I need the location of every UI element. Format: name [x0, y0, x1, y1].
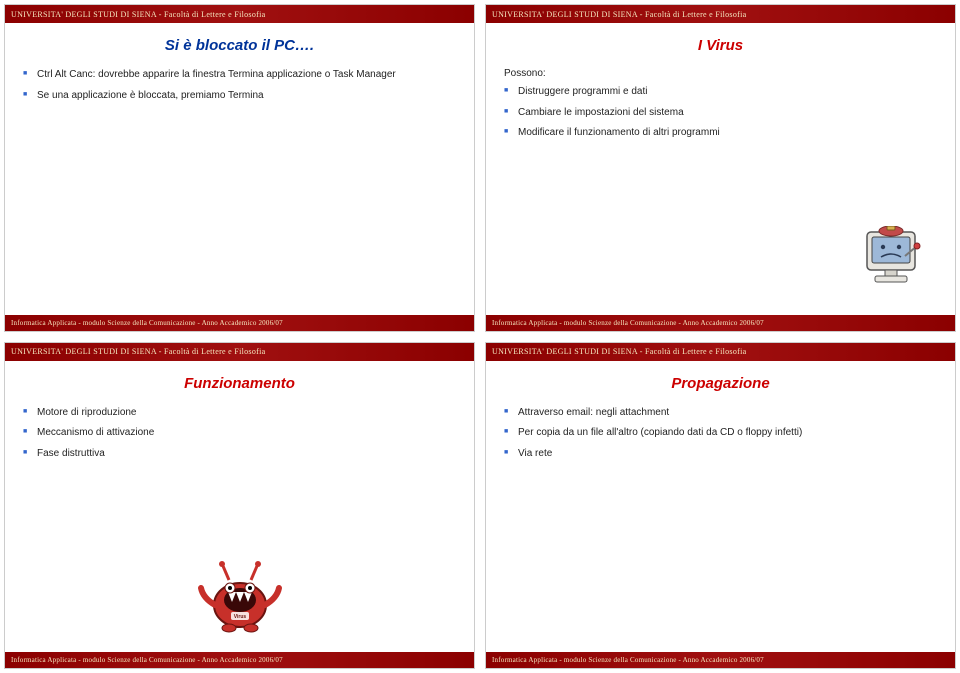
list-item: Modificare il funzionamento di altri pro… [504, 126, 937, 141]
list-item: Se una applicazione è bloccata, premiamo… [23, 89, 456, 104]
slide-title: Si è bloccato il PC…. [23, 37, 456, 54]
slide-title: Propagazione [504, 375, 937, 392]
list-item: Ctrl Alt Canc: dovrebbe apparire la fine… [23, 68, 456, 83]
header-bar: UNIVERSITA' DEGLI STUDI DI SIENA - Facol… [486, 343, 955, 361]
slide-4: UNIVERSITA' DEGLI STUDI DI SIENA - Facol… [485, 342, 956, 670]
header-bar: UNIVERSITA' DEGLI STUDI DI SIENA - Facol… [5, 5, 474, 23]
svg-text:Virus: Virus [233, 614, 246, 620]
bullet-list: Attraverso email: negli attachment Per c… [504, 406, 937, 462]
intro-text: Possono: [504, 68, 937, 79]
footer-bar: Informatica Applicata - modulo Scienze d… [5, 315, 474, 331]
virus-monster-icon: Virus [5, 550, 474, 640]
list-item: Distruggere programmi e dati [504, 85, 937, 100]
footer-bar: Informatica Applicata - modulo Scienze d… [5, 652, 474, 668]
slide-body: Propagazione Attraverso email: negli att… [486, 361, 955, 669]
slide-2: UNIVERSITA' DEGLI STUDI DI SIENA - Facol… [485, 4, 956, 332]
bullet-list: Motore di riproduzione Meccanismo di att… [23, 406, 456, 462]
bullet-list: Distruggere programmi e dati Cambiare le… [504, 85, 937, 141]
slide-grid: UNIVERSITA' DEGLI STUDI DI SIENA - Facol… [0, 0, 960, 673]
list-item: Cambiare le impostazioni del sistema [504, 106, 937, 121]
slide-1: UNIVERSITA' DEGLI STUDI DI SIENA - Facol… [4, 4, 475, 332]
list-item: Attraverso email: negli attachment [504, 406, 937, 421]
header-bar: UNIVERSITA' DEGLI STUDI DI SIENA - Facol… [486, 5, 955, 23]
footer-bar: Informatica Applicata - modulo Scienze d… [486, 315, 955, 331]
sick-computer-icon [857, 226, 927, 301]
list-item: Per copia da un file all'altro (copiando… [504, 426, 937, 441]
bullet-list: Ctrl Alt Canc: dovrebbe apparire la fine… [23, 68, 456, 103]
slide-3: UNIVERSITA' DEGLI STUDI DI SIENA - Facol… [4, 342, 475, 670]
slide-body: I Virus Possono: Distruggere programmi e… [486, 23, 955, 331]
list-item: Motore di riproduzione [23, 406, 456, 421]
header-bar: UNIVERSITA' DEGLI STUDI DI SIENA - Facol… [5, 343, 474, 361]
list-item: Via rete [504, 447, 937, 462]
slide-title: I Virus [504, 37, 937, 54]
slide-body: Funzionamento Motore di riproduzione Mec… [5, 361, 474, 669]
slide-title: Funzionamento [23, 375, 456, 392]
footer-bar: Informatica Applicata - modulo Scienze d… [486, 652, 955, 668]
list-item: Meccanismo di attivazione [23, 426, 456, 441]
slide-body: Si è bloccato il PC…. Ctrl Alt Canc: dov… [5, 23, 474, 331]
list-item: Fase distruttiva [23, 447, 456, 462]
